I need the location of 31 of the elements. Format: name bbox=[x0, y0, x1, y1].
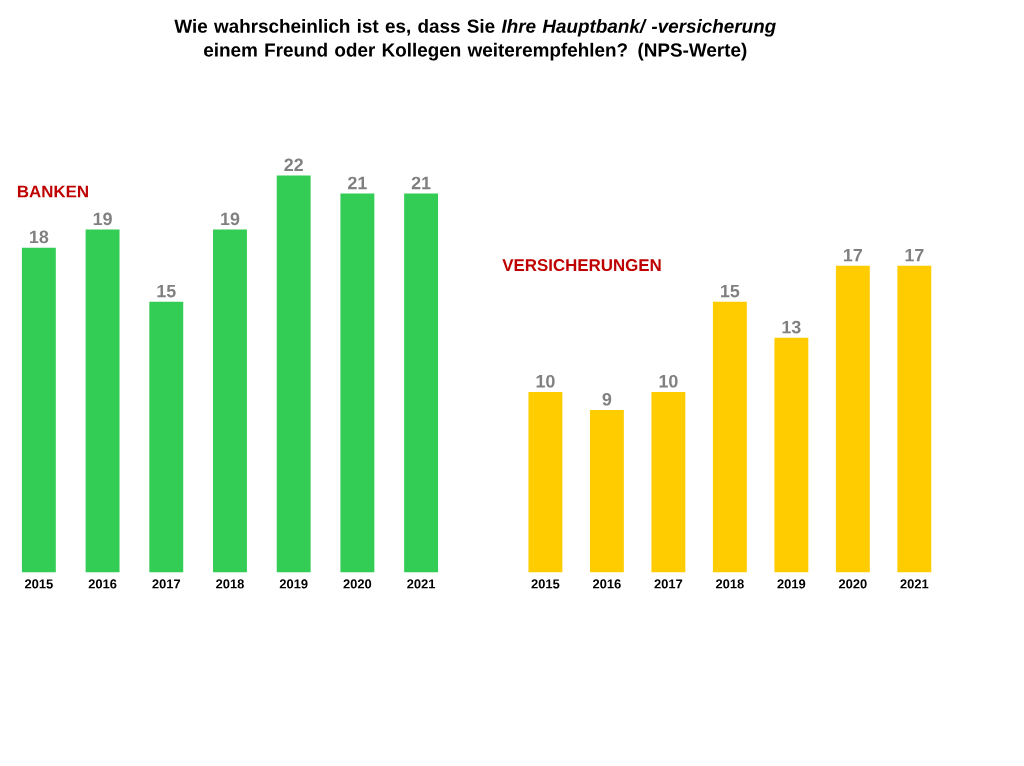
bar bbox=[651, 392, 686, 573]
chart-title: Wie wahrscheinlich ist es, dass Sie Ihre Hauptbank/ -versicherung einem Freund oder Kollegen weiterempfehlen? (NPS-Werte) bbox=[174, 19, 776, 61]
data-label: 22 bbox=[284, 158, 303, 172]
bar bbox=[21, 247, 56, 573]
bar bbox=[774, 337, 809, 573]
data-label: 10 bbox=[536, 374, 555, 388]
data-label: 15 bbox=[157, 284, 176, 298]
bar bbox=[835, 265, 870, 573]
data-label: 13 bbox=[782, 320, 801, 334]
bar bbox=[589, 410, 624, 573]
data-label: 17 bbox=[844, 249, 862, 262]
data-label: 10 bbox=[659, 374, 678, 388]
data-label: 19 bbox=[93, 212, 112, 226]
annotation: BANKEN bbox=[17, 185, 88, 198]
bar bbox=[712, 301, 747, 573]
data-label: 21 bbox=[411, 176, 431, 190]
bar bbox=[149, 301, 184, 573]
bar bbox=[276, 175, 311, 573]
bar bbox=[85, 229, 120, 573]
data-label: 9 bbox=[602, 393, 612, 406]
bar bbox=[213, 229, 247, 573]
annotation: VERSICHERUNGEN bbox=[502, 259, 661, 272]
data-label: 18 bbox=[30, 230, 49, 244]
bar bbox=[340, 193, 375, 573]
bar bbox=[897, 265, 932, 573]
bar bbox=[528, 392, 563, 573]
data-label: 15 bbox=[721, 284, 740, 298]
data-label: 21 bbox=[348, 176, 367, 190]
data-label: 17 bbox=[905, 249, 924, 262]
bar bbox=[404, 193, 439, 573]
data-label: 19 bbox=[221, 212, 240, 226]
